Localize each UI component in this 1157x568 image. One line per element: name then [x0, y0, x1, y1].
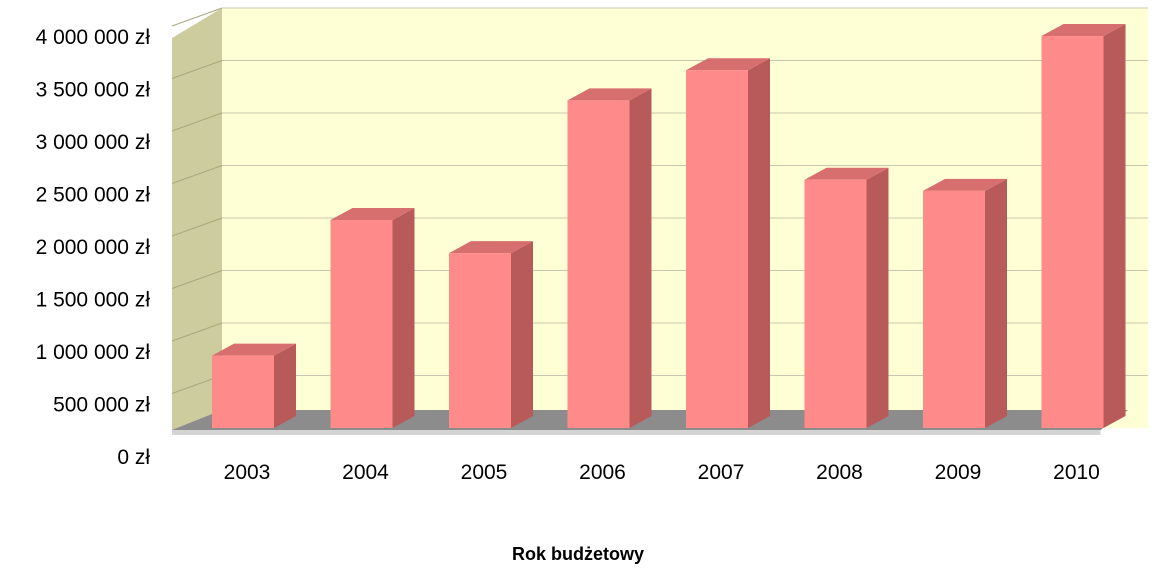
- bar-2004: [330, 207, 415, 428]
- bar-side: [866, 167, 889, 428]
- bar: [567, 100, 630, 429]
- x-axis-title: Rok budżetowy: [512, 544, 644, 564]
- bar-2010: [1041, 24, 1126, 429]
- bar-side: [985, 178, 1007, 428]
- y-tick-label: 4 000 000 zł: [36, 26, 151, 49]
- x-tick-label: 2005: [461, 461, 508, 484]
- bar-2009: [923, 178, 1007, 428]
- bar-2006: [567, 88, 652, 429]
- y-tick-label: 1 000 000 zł: [36, 341, 151, 364]
- x-tick-label: 2009: [935, 461, 982, 484]
- bar: [1041, 36, 1104, 429]
- y-axis-ticks: 0 zł 500 000 zł 1 000 000 zł 1 500 000 zł 2 …: [36, 26, 151, 469]
- bar: [212, 355, 274, 428]
- y-tick-label: 3 500 000 zł: [36, 79, 151, 102]
- x-tick-label: 2010: [1053, 461, 1100, 484]
- gridline-side: [171, 322, 223, 342]
- bar: [330, 219, 393, 428]
- x-tick-label: 2003: [224, 461, 271, 484]
- bar-top: [212, 343, 296, 356]
- bar-top: [686, 58, 770, 71]
- bar-top: [923, 178, 1007, 191]
- bar-2008: [804, 167, 889, 428]
- bar-side: [511, 241, 533, 428]
- bar-side: [1103, 24, 1126, 429]
- x-axis-ticks: 2003 2004 2005 2006 2007 2008 2009 2010: [224, 461, 1100, 484]
- bar: [686, 70, 748, 428]
- y-tick-label: 2 500 000 zł: [36, 184, 151, 207]
- bar-top: [1041, 24, 1126, 37]
- bar-2007: [686, 58, 770, 428]
- bar-2005: [449, 241, 533, 428]
- y-tick-label: 1 500 000 zł: [36, 289, 151, 312]
- y-tick-label: 3 000 000 zł: [36, 131, 151, 154]
- bar-side: [748, 58, 770, 428]
- bar-side: [629, 88, 652, 429]
- gridline-side: [171, 270, 223, 289]
- bar: [449, 253, 511, 428]
- bar-top: [804, 167, 889, 180]
- gridline-side: [171, 217, 223, 237]
- x-tick-label: 2006: [579, 461, 626, 484]
- gridline-side: [171, 7, 223, 27]
- bar-side: [392, 207, 415, 428]
- y-tick-label: 0 zł: [117, 446, 150, 469]
- bars: [212, 24, 1126, 429]
- bar-top: [330, 207, 415, 220]
- bar: [804, 179, 867, 428]
- floor-edge: [172, 430, 1101, 435]
- x-tick-label: 2008: [816, 461, 863, 484]
- gridline-side: [171, 165, 223, 184]
- x-tick-label: 2004: [342, 461, 389, 484]
- y-tick-label: 500 000 zł: [53, 394, 150, 417]
- x-tick-label: 2007: [698, 461, 745, 484]
- bar-side: [274, 343, 296, 428]
- gridline-side: [171, 112, 223, 132]
- bar-top: [567, 88, 652, 101]
- gridline-side: [171, 60, 223, 79]
- bar-2003: [212, 343, 296, 428]
- bar-top: [449, 241, 533, 254]
- y-tick-label: 2 000 000 zł: [36, 236, 151, 259]
- bar: [923, 190, 985, 428]
